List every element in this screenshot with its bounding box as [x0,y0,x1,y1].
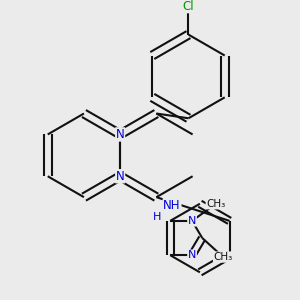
Text: CH₃: CH₃ [206,199,226,209]
Text: NH: NH [163,199,181,212]
Text: H: H [153,212,161,222]
Text: N: N [188,250,196,260]
Text: Cl: Cl [183,0,194,13]
Text: N: N [188,216,196,226]
Text: N: N [116,170,124,183]
Text: CH₃: CH₃ [214,252,233,262]
Text: N: N [116,128,124,141]
